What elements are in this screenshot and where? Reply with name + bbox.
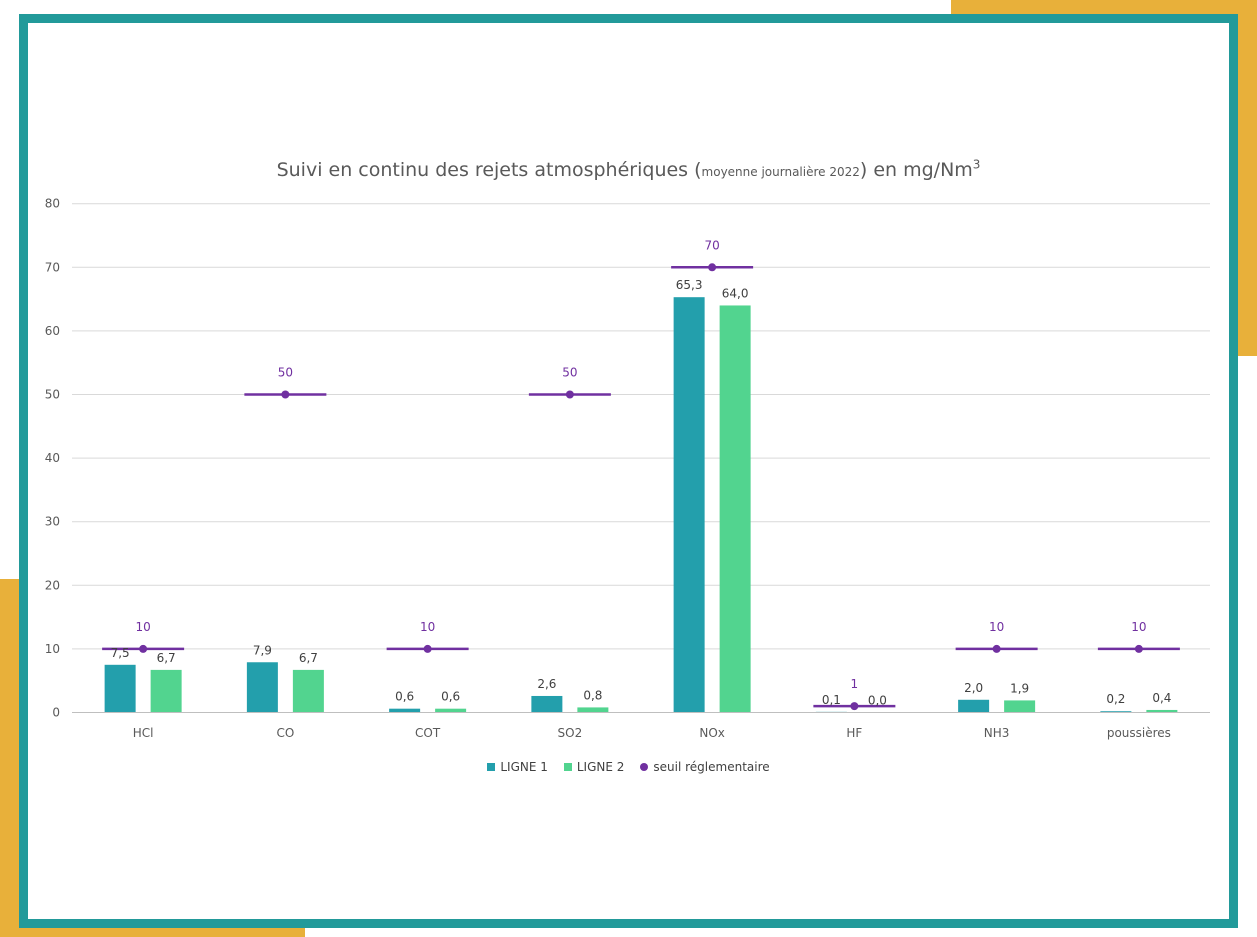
x-tick-label: COT [415,726,441,740]
bar-ligne-2 [292,669,324,713]
y-tick-label: 40 [45,451,60,465]
bar-ligne-1 [1100,711,1132,713]
threshold-label: 50 [562,366,577,380]
threshold-label: 10 [420,620,435,634]
bar-ligne-2 [577,707,609,713]
x-tick-label: CO [276,726,294,740]
title-end: ) en mg/Nm [859,159,973,181]
title-small: moyenne journalière 2022 [701,165,860,179]
threshold-point [708,263,717,272]
data-label-ligne-1: 7,9 [253,643,272,657]
data-label-ligne-1: 0,1 [822,693,841,707]
data-label-ligne-2: 1,9 [1010,681,1029,695]
legend-item-seuil: seuil réglementaire [640,760,770,774]
x-tick-label: HCl [133,726,154,740]
title-superscript: 3 [972,157,981,172]
legend-label-seuil: seuil réglementaire [653,760,770,774]
data-label-ligne-2: 0,6 [441,690,460,704]
bar-ligne-1 [104,664,136,713]
data-label-ligne-2: 0,8 [583,688,602,702]
legend-swatch-ligne-1 [487,763,496,771]
threshold-label: 1 [851,677,859,691]
x-tick-label: SO2 [558,726,583,740]
data-label-ligne-1: 2,0 [964,681,983,695]
chart-title: Suivi en continu des rejets atmosphériqu… [0,159,1257,181]
x-tick-label: NH3 [984,726,1010,740]
bar-ligne-1 [246,662,278,713]
data-label-ligne-2: 6,7 [157,651,176,665]
data-label-ligne-1: 0,6 [395,690,414,704]
y-tick-label: 0 [52,706,60,720]
data-label-ligne-1: 0,2 [1106,692,1125,706]
legend-item-ligne-2: LIGNE 2 [563,760,625,774]
chart-legend: LIGNE 1 LIGNE 2 seuil réglementaire [0,760,1257,774]
threshold-point [423,644,432,653]
y-tick-label: 30 [45,515,60,529]
data-label-ligne-1: 2,6 [537,677,556,691]
x-tick-label: poussières [1107,726,1171,740]
bar-ligne-2 [719,305,751,713]
threshold-point [1134,644,1143,653]
title-main: Suivi en continu des rejets atmosphériqu… [276,159,702,181]
threshold-point [992,644,1001,653]
data-label-ligne-2: 0,0 [868,694,887,708]
data-label-ligne-1: 7,5 [111,646,130,660]
y-tick-label: 60 [45,324,60,338]
data-label-ligne-2: 6,7 [299,651,318,665]
y-tick-label: 10 [45,642,60,656]
y-tick-label: 20 [45,578,60,592]
bar-ligne-1 [389,708,421,713]
threshold-point [139,644,148,653]
legend-label-ligne-1: LIGNE 1 [500,760,548,774]
data-label-ligne-2: 0,4 [1152,691,1171,705]
legend-marker-seuil [640,763,649,771]
threshold-label: 10 [135,620,150,634]
x-tick-label: NOx [699,726,725,740]
data-label-ligne-1: 65,3 [676,278,703,292]
y-tick-label: 50 [45,388,60,402]
threshold-point [565,390,574,399]
legend-swatch-ligne-2 [563,763,572,771]
threshold-label: 10 [989,620,1004,634]
threshold-label: 10 [1131,620,1146,634]
legend-item-ligne-1: LIGNE 1 [487,760,548,774]
y-tick-label: 80 [45,197,60,211]
chart-frame [19,14,1238,928]
bar-ligne-2 [435,708,467,713]
bar-ligne-2 [1004,700,1036,713]
bar-ligne-2 [150,669,182,713]
threshold-point [850,702,859,711]
y-tick-label: 70 [45,260,60,274]
x-tick-label: HF [846,726,862,740]
threshold-point [281,390,290,399]
data-label-ligne-2: 64,0 [722,286,749,300]
threshold-label: 70 [704,238,719,252]
bar-ligne-1 [673,297,705,713]
bar-ligne-2 [1146,709,1178,713]
bar-ligne-1 [958,699,990,713]
bar-ligne-1 [531,695,563,713]
legend-label-ligne-2: LIGNE 2 [576,760,625,774]
threshold-label: 50 [278,366,293,380]
